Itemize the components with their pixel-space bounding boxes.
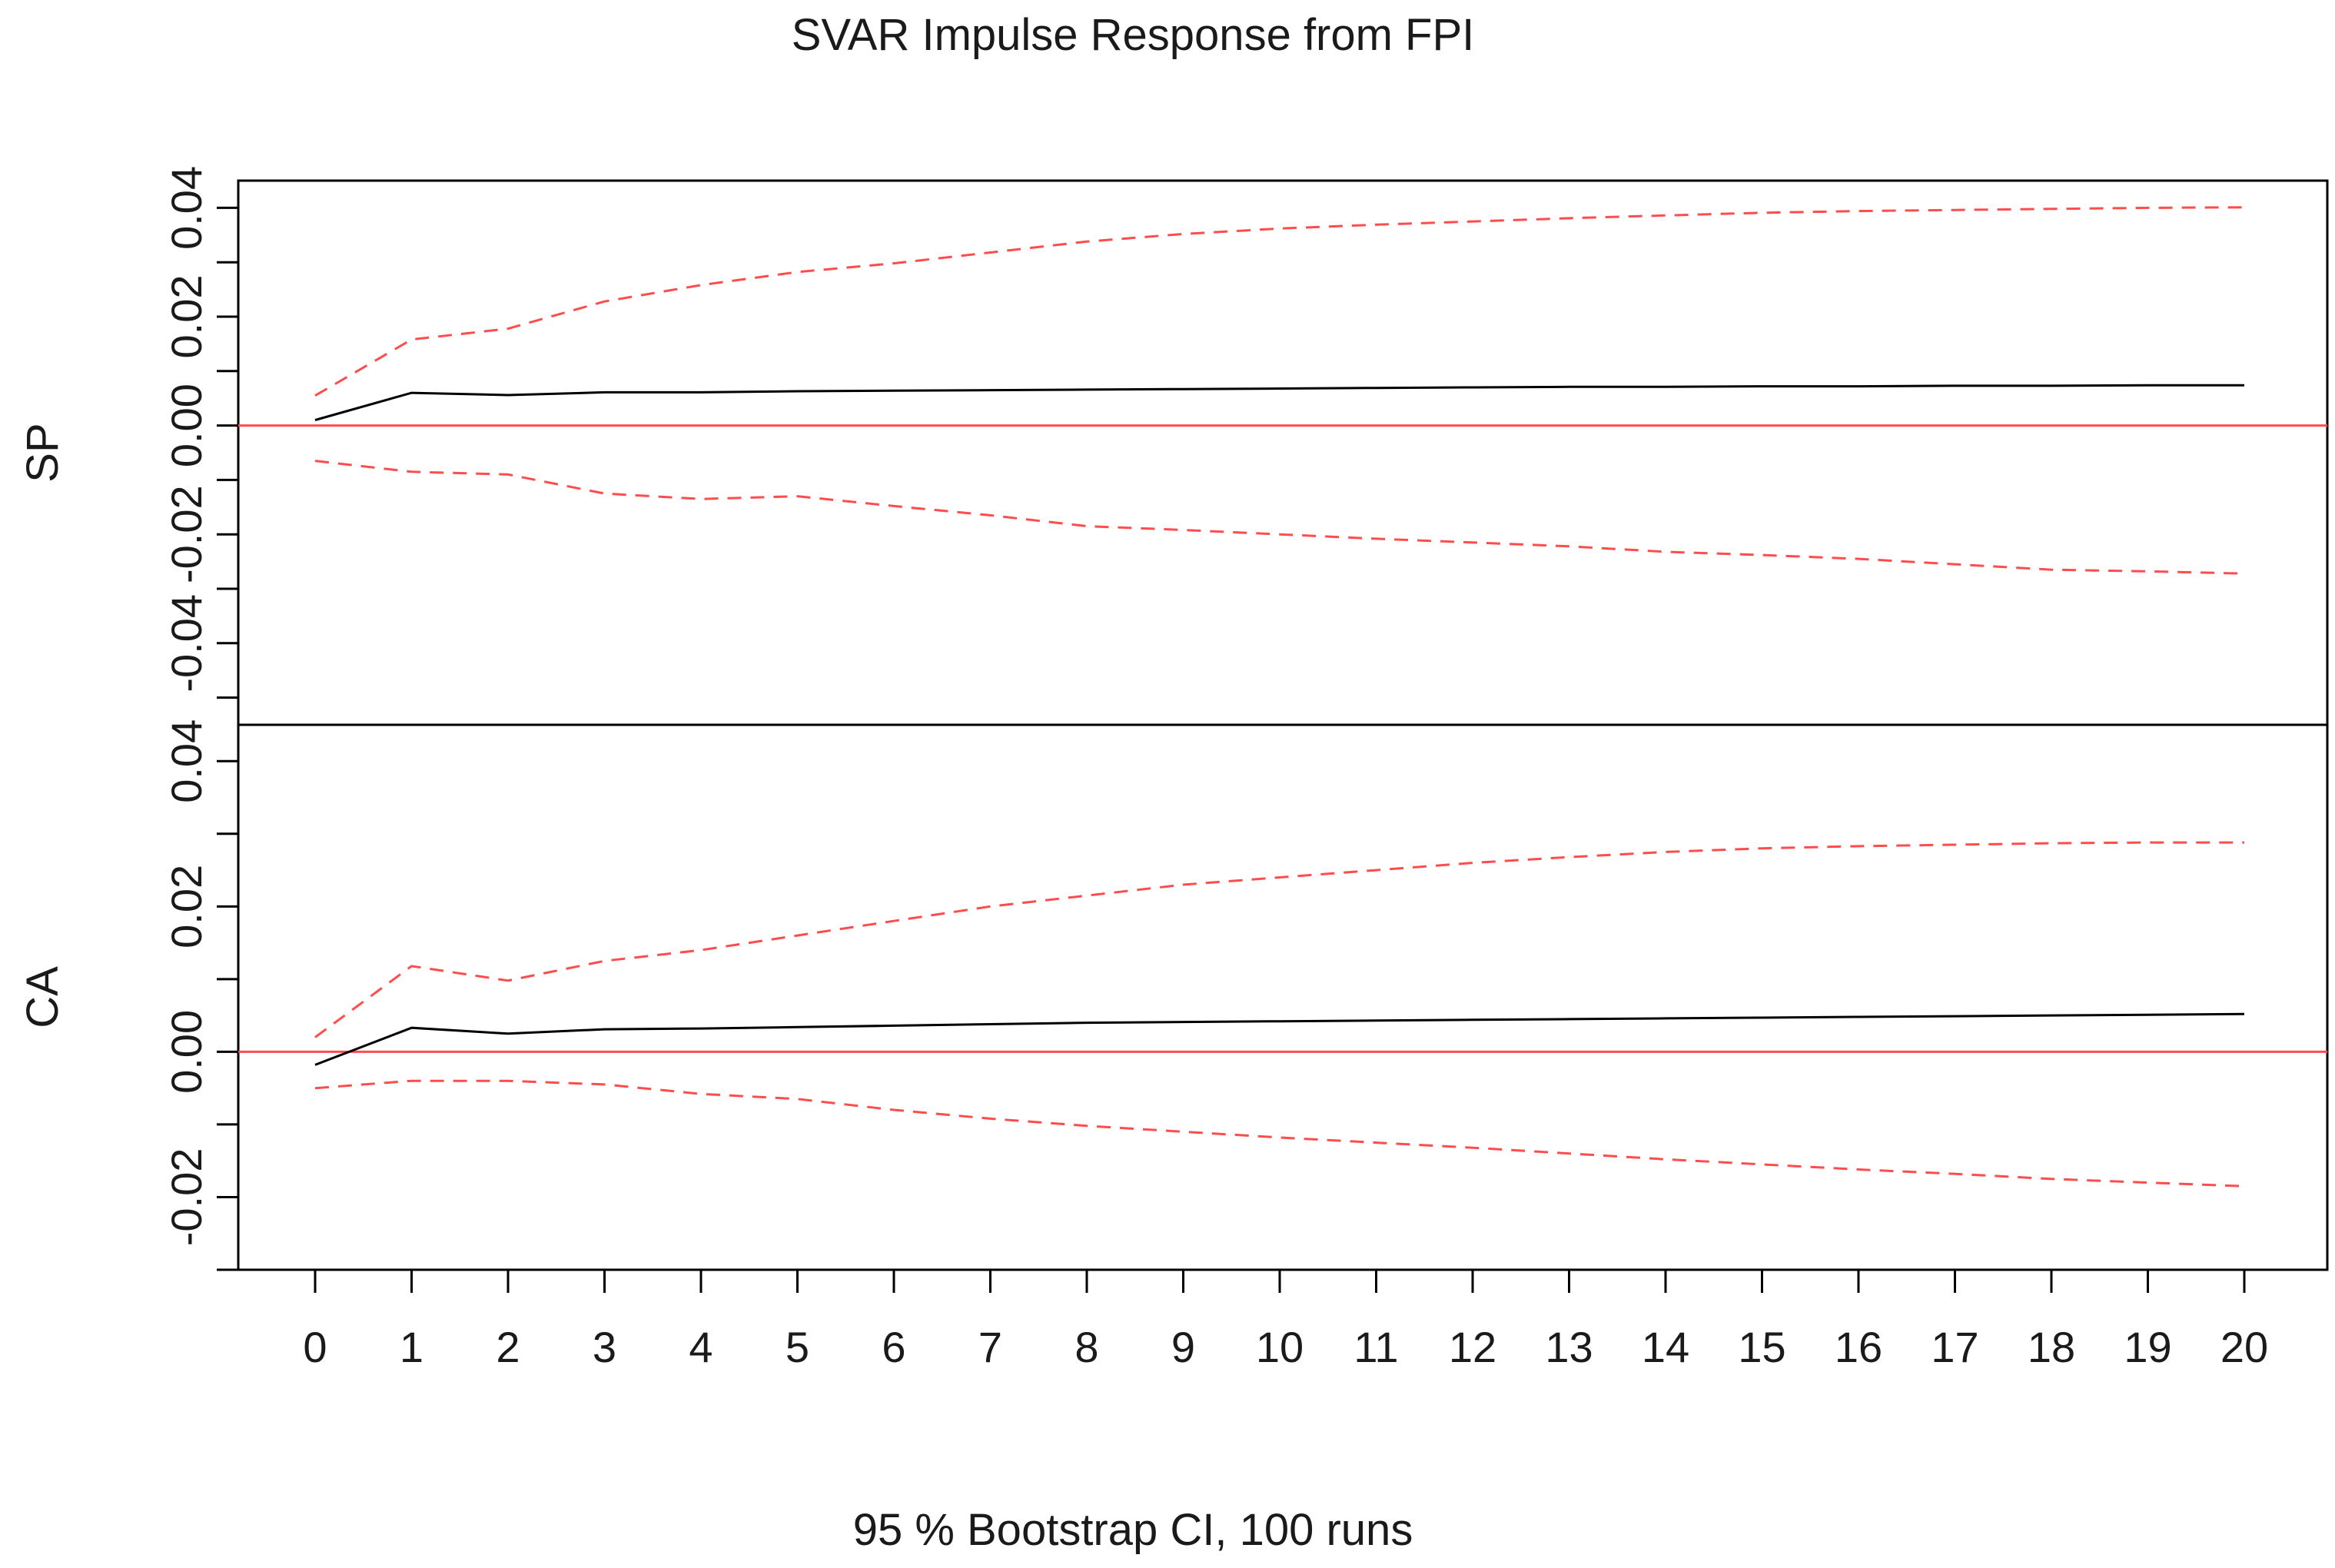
x-tick-label: 8 <box>1074 1323 1098 1371</box>
x-tick-label: 14 <box>1642 1323 1689 1371</box>
chart-title: SVAR Impulse Response from FPI <box>792 10 1475 60</box>
x-tick-label: 3 <box>593 1323 616 1371</box>
y-tick-label: 0.00 <box>162 384 211 467</box>
y-tick-label: -0.02 <box>162 1148 211 1247</box>
x-tick-label: 6 <box>882 1323 905 1371</box>
x-tick-label: 19 <box>2124 1323 2171 1371</box>
y-tick-label: 0.00 <box>162 1010 211 1094</box>
x-tick-label: 9 <box>1171 1323 1195 1371</box>
x-tick-label: 17 <box>1931 1323 1978 1371</box>
y-tick-label: 0.02 <box>162 275 211 359</box>
x-tick-label: 18 <box>2028 1323 2075 1371</box>
x-tick-label: 12 <box>1449 1323 1496 1371</box>
x-tick-label: 0 <box>303 1323 327 1371</box>
series-irf <box>314 384 2244 421</box>
y-tick-label: -0.04 <box>162 594 211 693</box>
y-axis-label: CA <box>18 966 68 1028</box>
y-axis-label: SP <box>18 423 68 482</box>
panel-ca: 0.04 0.02 0.00 -0.02 CA <box>18 719 2329 1271</box>
x-tick-label: 11 <box>1354 1323 1398 1371</box>
series-lower <box>314 1079 2245 1188</box>
y-tick-label: 0.04 <box>162 719 211 803</box>
x-tick-label: 16 <box>1835 1323 1882 1371</box>
y-tick-label: 0.04 <box>162 166 211 250</box>
series-upper <box>314 841 2244 1038</box>
x-tick-label: 5 <box>786 1323 809 1371</box>
x-axis: 0 1 2 3 4 5 6 7 8 9 10 11 12 13 14 15 16 17 18 19 20 <box>303 1270 2268 1371</box>
y-tick-label: -0.02 <box>162 485 211 583</box>
series-upper <box>314 206 2245 397</box>
x-tick-label: 2 <box>496 1323 520 1371</box>
x-tick-label: 7 <box>978 1323 1002 1371</box>
x-tick-label: 15 <box>1738 1323 1785 1371</box>
x-tick-label: 4 <box>689 1323 712 1371</box>
series-irf <box>314 1012 2245 1066</box>
panel-frame <box>237 723 2329 1271</box>
x-tick-label: 20 <box>2220 1323 2268 1371</box>
x-tick-label: 1 <box>400 1323 423 1371</box>
y-tick-label: 0.02 <box>162 865 211 948</box>
x-tick-label: 10 <box>1256 1323 1304 1371</box>
x-tick-label: 13 <box>1545 1323 1593 1371</box>
series-lower <box>314 460 2245 575</box>
panel-frame <box>237 179 2329 726</box>
panel-sp: 0.04 0.02 0.00 -0.02 -0.04 SP <box>18 166 2329 726</box>
x-axis-caption: 95 % Bootstrap CI, 100 runs <box>853 1505 1413 1555</box>
